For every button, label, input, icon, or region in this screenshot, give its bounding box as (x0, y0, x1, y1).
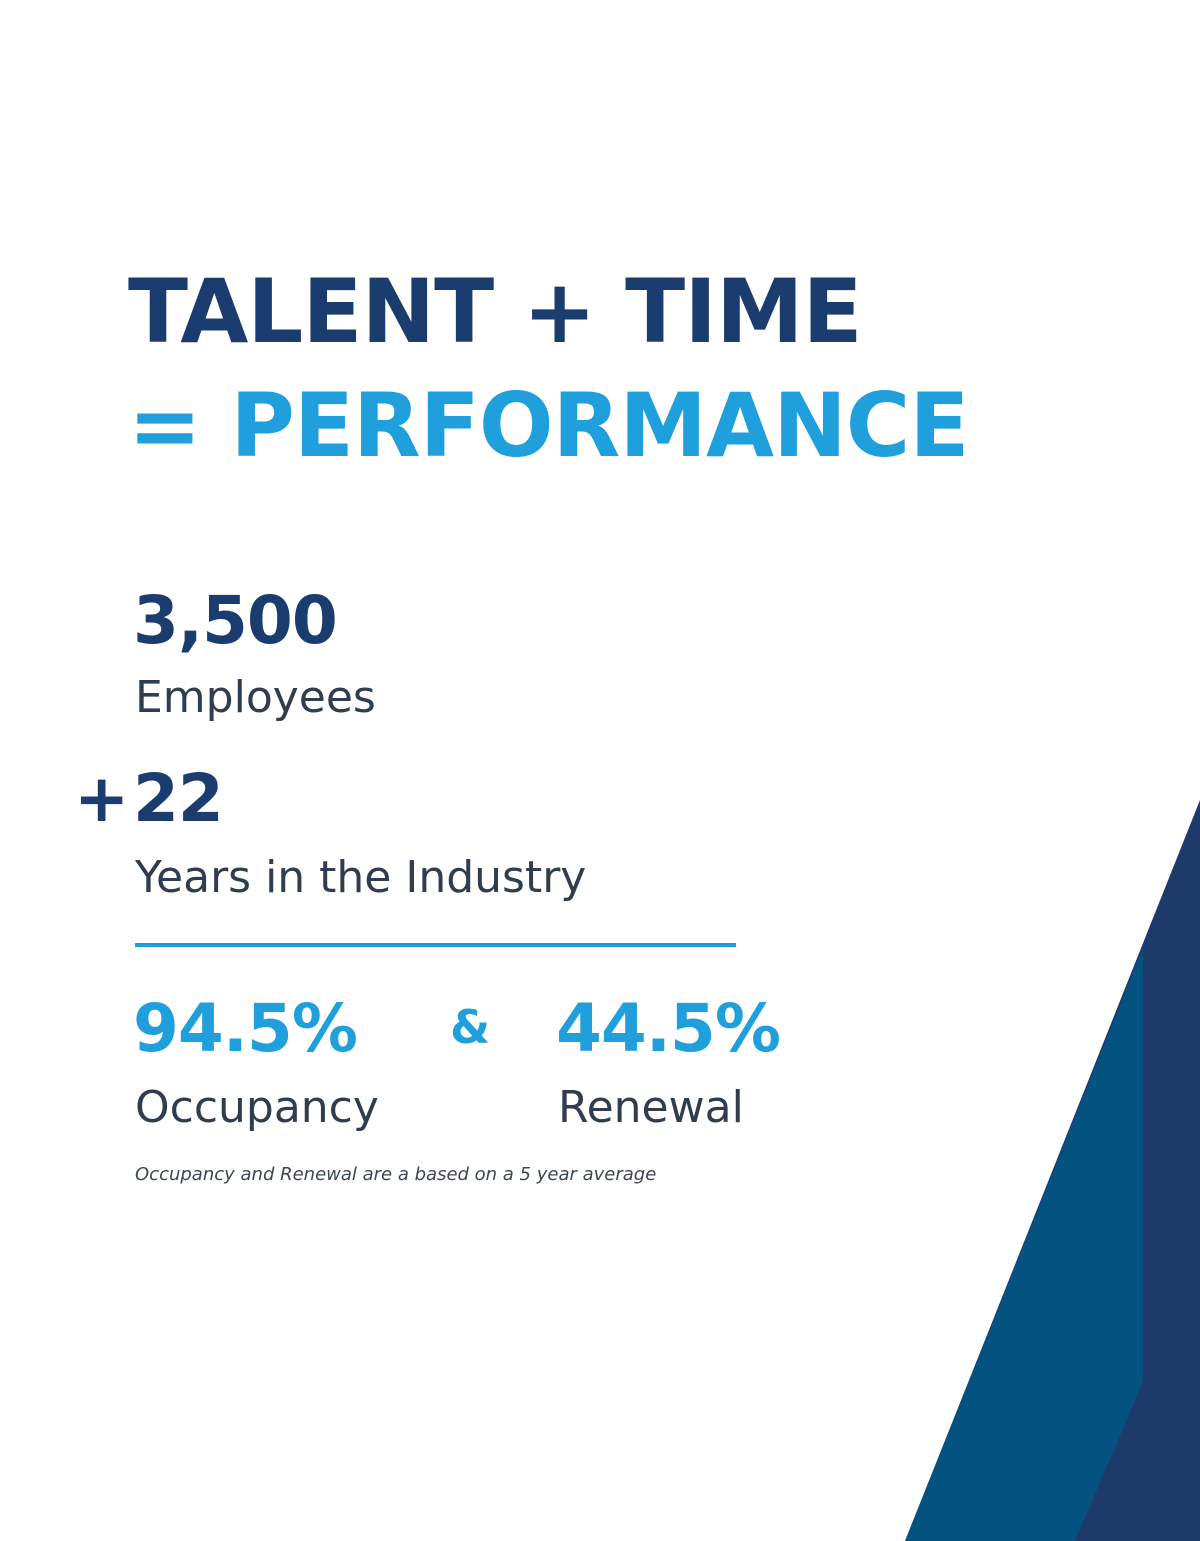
years-number: 22 (133, 760, 224, 837)
headline-line2: = PERFORMANCE (128, 374, 969, 477)
employees-number: 3,500 (133, 582, 338, 659)
occupancy-label: Occupancy (135, 1082, 379, 1133)
joiner: & (450, 1000, 490, 1054)
blue-shape (905, 948, 1143, 1541)
headline-line1: TALENT + TIME (128, 260, 863, 363)
footnote: Occupancy and Renewal are a based on a 5… (135, 1164, 657, 1185)
years-label: Years in the Industry (135, 852, 587, 903)
years-prefix: + (74, 760, 129, 837)
renewal-number: 44.5% (556, 990, 781, 1067)
renewal-label: Renewal (558, 1082, 744, 1133)
employees-label: Employees (135, 672, 376, 723)
occupancy-number: 94.5% (133, 990, 358, 1067)
